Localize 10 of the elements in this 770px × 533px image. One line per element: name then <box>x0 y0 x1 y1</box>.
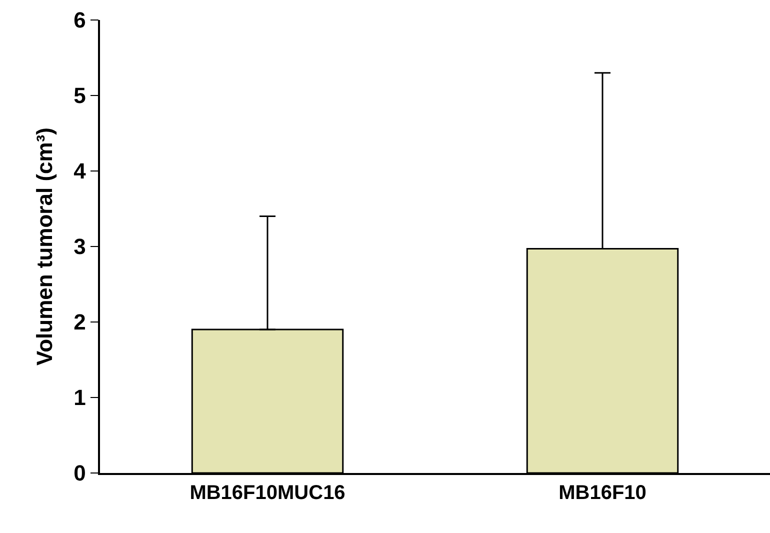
y-tick-label: 5 <box>74 83 86 108</box>
y-axis-title: Volumen tumoral (cm³) <box>32 128 57 366</box>
y-tick-label: 2 <box>74 310 86 335</box>
y-tick-label: 0 <box>74 460 86 486</box>
y-tick-label: 3 <box>74 234 86 260</box>
y-tick-label: 1 <box>74 385 86 410</box>
y-tick-label: 4 <box>74 158 87 184</box>
x-tick-label: MB16F10MUC16 <box>190 482 346 504</box>
y-tick-label: 6 <box>74 8 86 33</box>
x-tick-label: MB16F10 <box>558 482 646 504</box>
